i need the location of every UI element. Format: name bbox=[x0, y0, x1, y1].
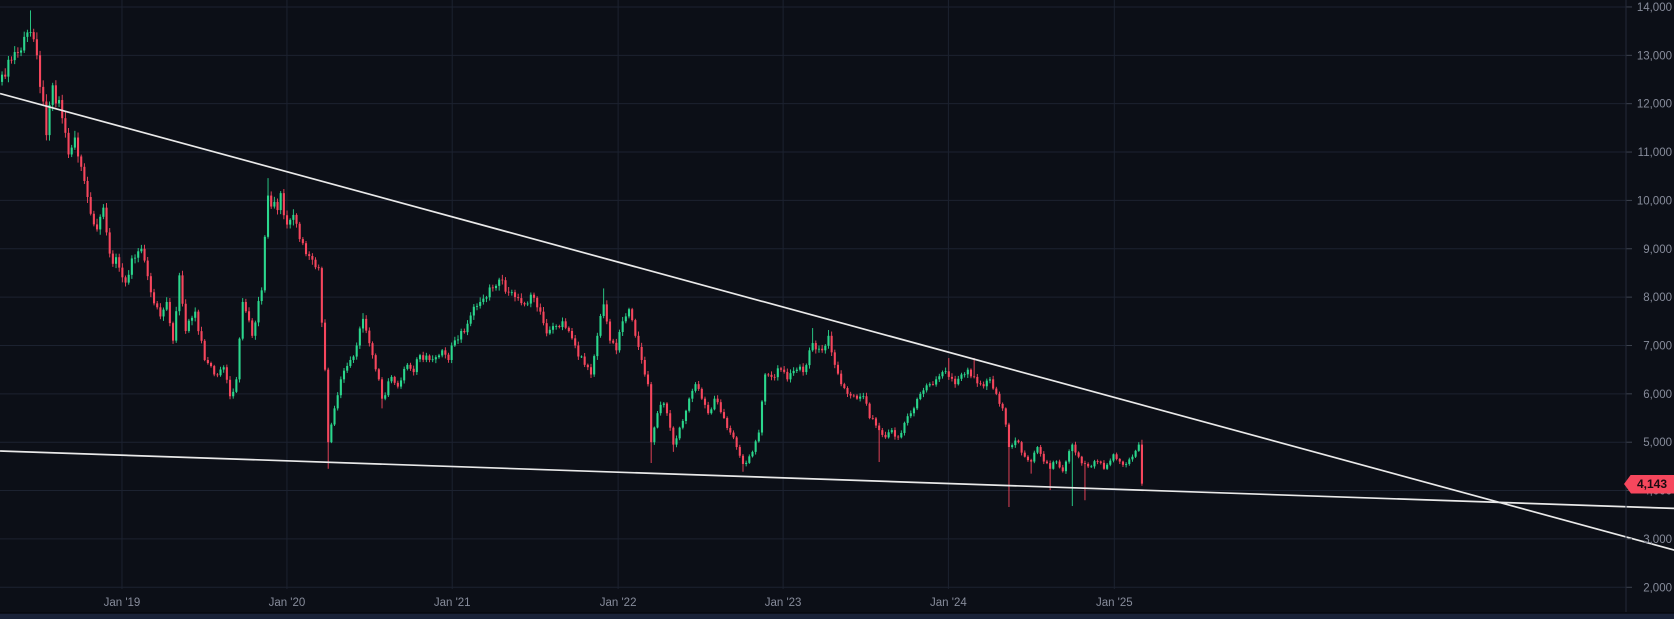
lower-support-trendline[interactable] bbox=[0, 450, 1674, 510]
price-axis-label: 10,000 bbox=[1637, 195, 1672, 207]
time-axis-label: Jan '19 bbox=[104, 597, 141, 609]
price-axis-label: 3,000 bbox=[1643, 534, 1672, 546]
candles-layer bbox=[1, 10, 1143, 507]
time-axis-label: Jan '25 bbox=[1096, 597, 1133, 609]
current-price-value: 4,143 bbox=[1636, 476, 1668, 491]
drawings-layer bbox=[0, 92, 1674, 551]
price-axis-label: 7,000 bbox=[1643, 340, 1672, 352]
bottom-strip bbox=[0, 613, 1674, 619]
time-axis-label: Jan '22 bbox=[600, 597, 637, 609]
price-axis-label: 8,000 bbox=[1643, 292, 1672, 304]
price-axis-label: 14,000 bbox=[1637, 2, 1672, 14]
upper-descending-trendline[interactable] bbox=[0, 92, 1674, 551]
current-price-tag: 4,143 bbox=[1624, 474, 1674, 494]
price-axis-label: 2,000 bbox=[1643, 582, 1672, 594]
bottom-divider bbox=[0, 612, 1674, 614]
price-axis-label: 9,000 bbox=[1643, 244, 1672, 256]
price-axis-label: 11,000 bbox=[1638, 147, 1672, 159]
time-axis-label: Jan '21 bbox=[434, 597, 471, 609]
time-axis-label: Jan '23 bbox=[765, 597, 802, 609]
price-axis-label: 13,000 bbox=[1637, 50, 1672, 62]
grid-layer bbox=[0, 0, 1626, 589]
time-axis-label: Jan '24 bbox=[930, 597, 967, 609]
time-axis-label: Jan '20 bbox=[269, 597, 306, 609]
price-axis-label: 12,000 bbox=[1637, 99, 1672, 111]
price-axis-label: 5,000 bbox=[1643, 437, 1672, 449]
price-axis-label: 6,000 bbox=[1643, 389, 1672, 401]
